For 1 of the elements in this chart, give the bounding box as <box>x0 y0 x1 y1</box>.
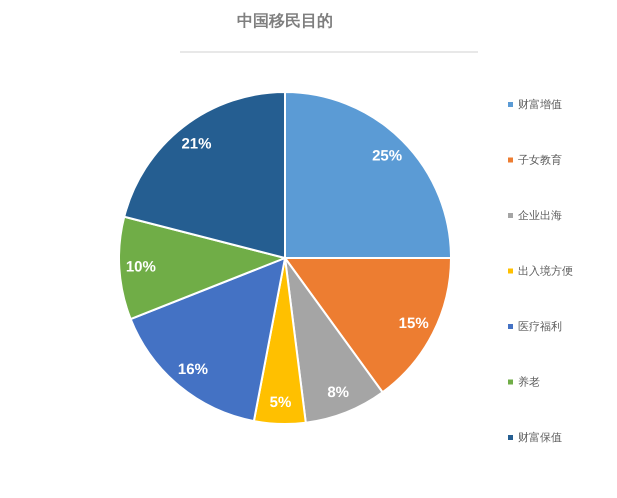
title: 中国移民目的 <box>237 13 333 30</box>
